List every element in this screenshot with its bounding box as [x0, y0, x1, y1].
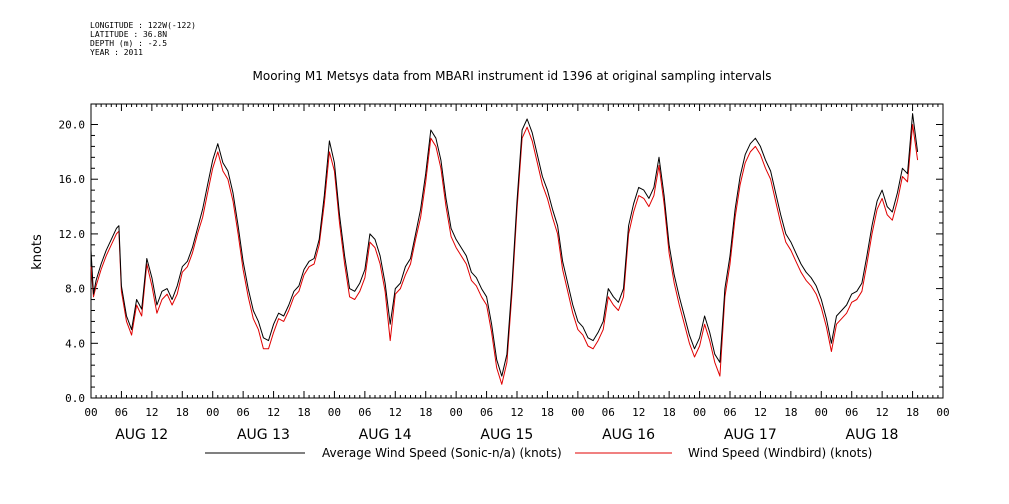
- x-tick-label: 18: [906, 406, 919, 419]
- series-line-1: [90, 113, 919, 377]
- legend: Average Wind Speed (Sonic-n/a) (knots) W…: [205, 446, 872, 460]
- x-tick-label: 12: [145, 406, 158, 419]
- x-tick-label: 06: [358, 406, 371, 419]
- x-tick-label: 12: [754, 406, 767, 419]
- legend-label-series2: Wind Speed (Windbird) (knots): [688, 446, 872, 460]
- year-text: YEAR : 2011: [90, 48, 143, 57]
- x-tick-label: 12: [876, 406, 889, 419]
- depth-text: DEPTH (m) : -2.5: [90, 39, 168, 48]
- x-tick-label: 18: [541, 406, 554, 419]
- x-tick-label: 06: [845, 406, 858, 419]
- x-tick-label: 00: [84, 406, 97, 419]
- x-tick-label: 00: [815, 406, 828, 419]
- y-tick-label: 12.0: [59, 228, 86, 241]
- day-label: AUG 16: [602, 427, 655, 443]
- x-tick-label: 18: [784, 406, 797, 419]
- x-tick-labels: 00 06 12 18 00 06 12 18 00 06 12 18 00 06 12 18 00 06 12 18…: [84, 406, 949, 419]
- day-label: AUG 13: [237, 427, 290, 443]
- y-tick-label: 4.0: [65, 337, 85, 350]
- x-tick-label: 18: [297, 406, 310, 419]
- y-axis-label: knots: [30, 234, 45, 270]
- x-tick-label: 12: [267, 406, 280, 419]
- day-label: AUG 14: [359, 427, 412, 443]
- day-labels: AUG 12 AUG 13 AUG 14 AUG 15 AUG 16 AUG 17 AUG …: [115, 427, 898, 443]
- x-tick-label: 18: [176, 406, 189, 419]
- x-tick-label: 18: [663, 406, 676, 419]
- legend-label-series1: Average Wind Speed (Sonic-n/a) (knots): [322, 446, 562, 460]
- x-tick-label: 06: [115, 406, 128, 419]
- x-tick-label: 00: [328, 406, 341, 419]
- latitude-text: LATITUDE : 36.8N: [90, 30, 168, 39]
- x-tick-label: 00: [206, 406, 219, 419]
- x-tick-label: 18: [419, 406, 432, 419]
- series-layer: [90, 113, 919, 385]
- y-tick-label: 20.0: [59, 119, 86, 132]
- day-label: AUG 15: [480, 427, 533, 443]
- day-label: AUG 17: [724, 427, 777, 443]
- x-tick-label: 12: [510, 406, 523, 419]
- x-tick-label: 00: [693, 406, 706, 419]
- y-tick-label: 0.0: [65, 392, 85, 405]
- longitude-text: LONGITUDE : 122W(-122): [90, 21, 196, 30]
- x-tick-label: 00: [450, 406, 463, 419]
- x-tick-label: 00: [936, 406, 949, 419]
- x-tick-label: 06: [723, 406, 736, 419]
- x-tick-label: 06: [480, 406, 493, 419]
- day-label: AUG 18: [846, 427, 899, 443]
- y-tick-labels: 0.0 4.0 8.0 12.0 16.0 20.0: [59, 119, 86, 405]
- chart-title: Mooring M1 Metsys data from MBARI instru…: [253, 69, 772, 83]
- x-tick-label: 12: [389, 406, 402, 419]
- y-tick-label: 16.0: [59, 173, 86, 186]
- day-label: AUG 12: [115, 427, 168, 443]
- x-tick-label: 00: [571, 406, 584, 419]
- x-tick-label: 06: [237, 406, 250, 419]
- x-tick-label: 06: [602, 406, 615, 419]
- y-tick-label: 8.0: [65, 283, 85, 296]
- x-tick-label: 12: [632, 406, 645, 419]
- series-line-2: [90, 124, 919, 385]
- station-metadata: LONGITUDE : 122W(-122) LATITUDE : 36.8N …: [90, 21, 196, 57]
- axis-ticks: [90, 104, 944, 399]
